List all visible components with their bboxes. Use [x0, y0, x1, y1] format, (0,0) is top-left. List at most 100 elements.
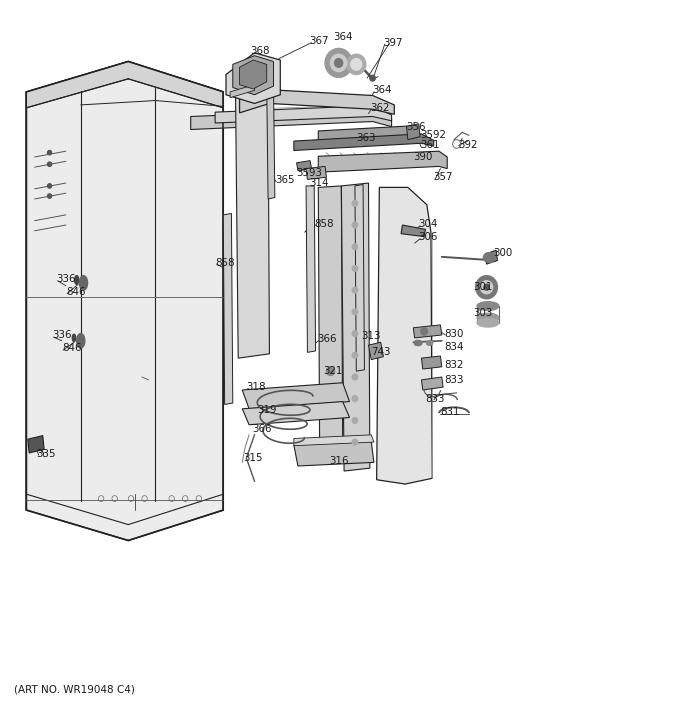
Text: 858: 858: [314, 218, 334, 228]
Polygon shape: [318, 186, 343, 450]
Polygon shape: [296, 161, 311, 171]
Text: 831: 831: [441, 407, 460, 417]
Circle shape: [352, 287, 358, 293]
Text: 304: 304: [419, 218, 438, 228]
Polygon shape: [230, 85, 254, 98]
Text: 366: 366: [252, 424, 271, 434]
Polygon shape: [377, 187, 432, 484]
Polygon shape: [294, 134, 434, 151]
Circle shape: [352, 418, 358, 423]
Circle shape: [352, 222, 358, 228]
Text: 364: 364: [373, 85, 392, 95]
Circle shape: [48, 162, 52, 167]
Ellipse shape: [477, 318, 499, 327]
Text: 303: 303: [473, 308, 492, 318]
Text: 3593: 3593: [296, 168, 322, 178]
Text: 321: 321: [324, 366, 343, 376]
Ellipse shape: [477, 302, 499, 310]
Polygon shape: [306, 186, 316, 352]
Polygon shape: [407, 124, 420, 140]
Text: 315: 315: [243, 453, 263, 463]
Polygon shape: [242, 383, 350, 409]
Circle shape: [352, 396, 358, 402]
Text: 367: 367: [309, 36, 329, 46]
Text: 397: 397: [384, 38, 403, 48]
Polygon shape: [28, 436, 44, 453]
Text: 743: 743: [371, 347, 391, 357]
Circle shape: [48, 151, 52, 155]
Circle shape: [352, 374, 358, 380]
Text: 846: 846: [62, 343, 82, 353]
Text: 316: 316: [329, 456, 349, 466]
Polygon shape: [233, 56, 273, 95]
Text: 361: 361: [420, 141, 439, 150]
Text: 832: 832: [445, 360, 464, 370]
Polygon shape: [267, 85, 275, 199]
Text: 3592: 3592: [420, 130, 446, 140]
Text: 300: 300: [494, 247, 513, 257]
Text: 392: 392: [458, 141, 477, 150]
Text: 858: 858: [215, 257, 235, 268]
Polygon shape: [294, 435, 374, 446]
Polygon shape: [223, 213, 233, 405]
Ellipse shape: [477, 313, 499, 322]
Text: 319: 319: [257, 405, 277, 415]
Text: 390: 390: [413, 152, 432, 162]
Text: 363: 363: [356, 133, 376, 143]
Circle shape: [352, 309, 358, 315]
Text: 830: 830: [445, 328, 464, 339]
Polygon shape: [318, 152, 447, 173]
Polygon shape: [226, 53, 280, 104]
Circle shape: [484, 284, 490, 290]
Polygon shape: [239, 90, 394, 115]
Polygon shape: [401, 225, 426, 236]
Polygon shape: [235, 86, 269, 358]
Circle shape: [352, 352, 358, 358]
Circle shape: [351, 59, 362, 70]
Text: 306: 306: [419, 231, 438, 241]
Polygon shape: [355, 184, 364, 371]
Text: 318: 318: [246, 382, 266, 392]
Circle shape: [352, 265, 358, 271]
Polygon shape: [486, 250, 498, 264]
Polygon shape: [190, 109, 392, 130]
Text: 356: 356: [407, 122, 426, 132]
Polygon shape: [318, 126, 419, 141]
Circle shape: [476, 276, 498, 299]
Text: 368: 368: [250, 46, 270, 57]
Polygon shape: [341, 183, 370, 471]
Polygon shape: [239, 60, 267, 89]
Text: 357: 357: [434, 173, 453, 182]
Circle shape: [326, 367, 335, 376]
Circle shape: [48, 194, 52, 198]
Circle shape: [347, 54, 366, 75]
Polygon shape: [422, 377, 443, 390]
Ellipse shape: [483, 252, 496, 262]
Text: 366: 366: [317, 334, 337, 344]
Circle shape: [352, 331, 358, 336]
Circle shape: [352, 244, 358, 249]
Polygon shape: [215, 106, 392, 123]
Circle shape: [352, 439, 358, 445]
Ellipse shape: [72, 334, 75, 341]
Circle shape: [352, 200, 358, 206]
Text: 846: 846: [66, 286, 86, 297]
Ellipse shape: [414, 340, 422, 346]
Polygon shape: [422, 356, 442, 369]
Ellipse shape: [80, 276, 88, 290]
Circle shape: [330, 54, 347, 72]
Polygon shape: [294, 442, 374, 466]
Circle shape: [421, 328, 428, 335]
Text: 301: 301: [473, 282, 492, 292]
Polygon shape: [242, 402, 350, 425]
Circle shape: [335, 59, 343, 67]
Text: 336: 336: [56, 273, 76, 283]
Text: 833: 833: [445, 375, 464, 385]
Text: 834: 834: [445, 341, 464, 352]
Text: 335: 335: [36, 449, 56, 459]
Circle shape: [48, 183, 52, 188]
Text: 365: 365: [275, 175, 294, 185]
Polygon shape: [27, 62, 223, 108]
Text: 364: 364: [333, 32, 353, 42]
Ellipse shape: [75, 276, 79, 284]
